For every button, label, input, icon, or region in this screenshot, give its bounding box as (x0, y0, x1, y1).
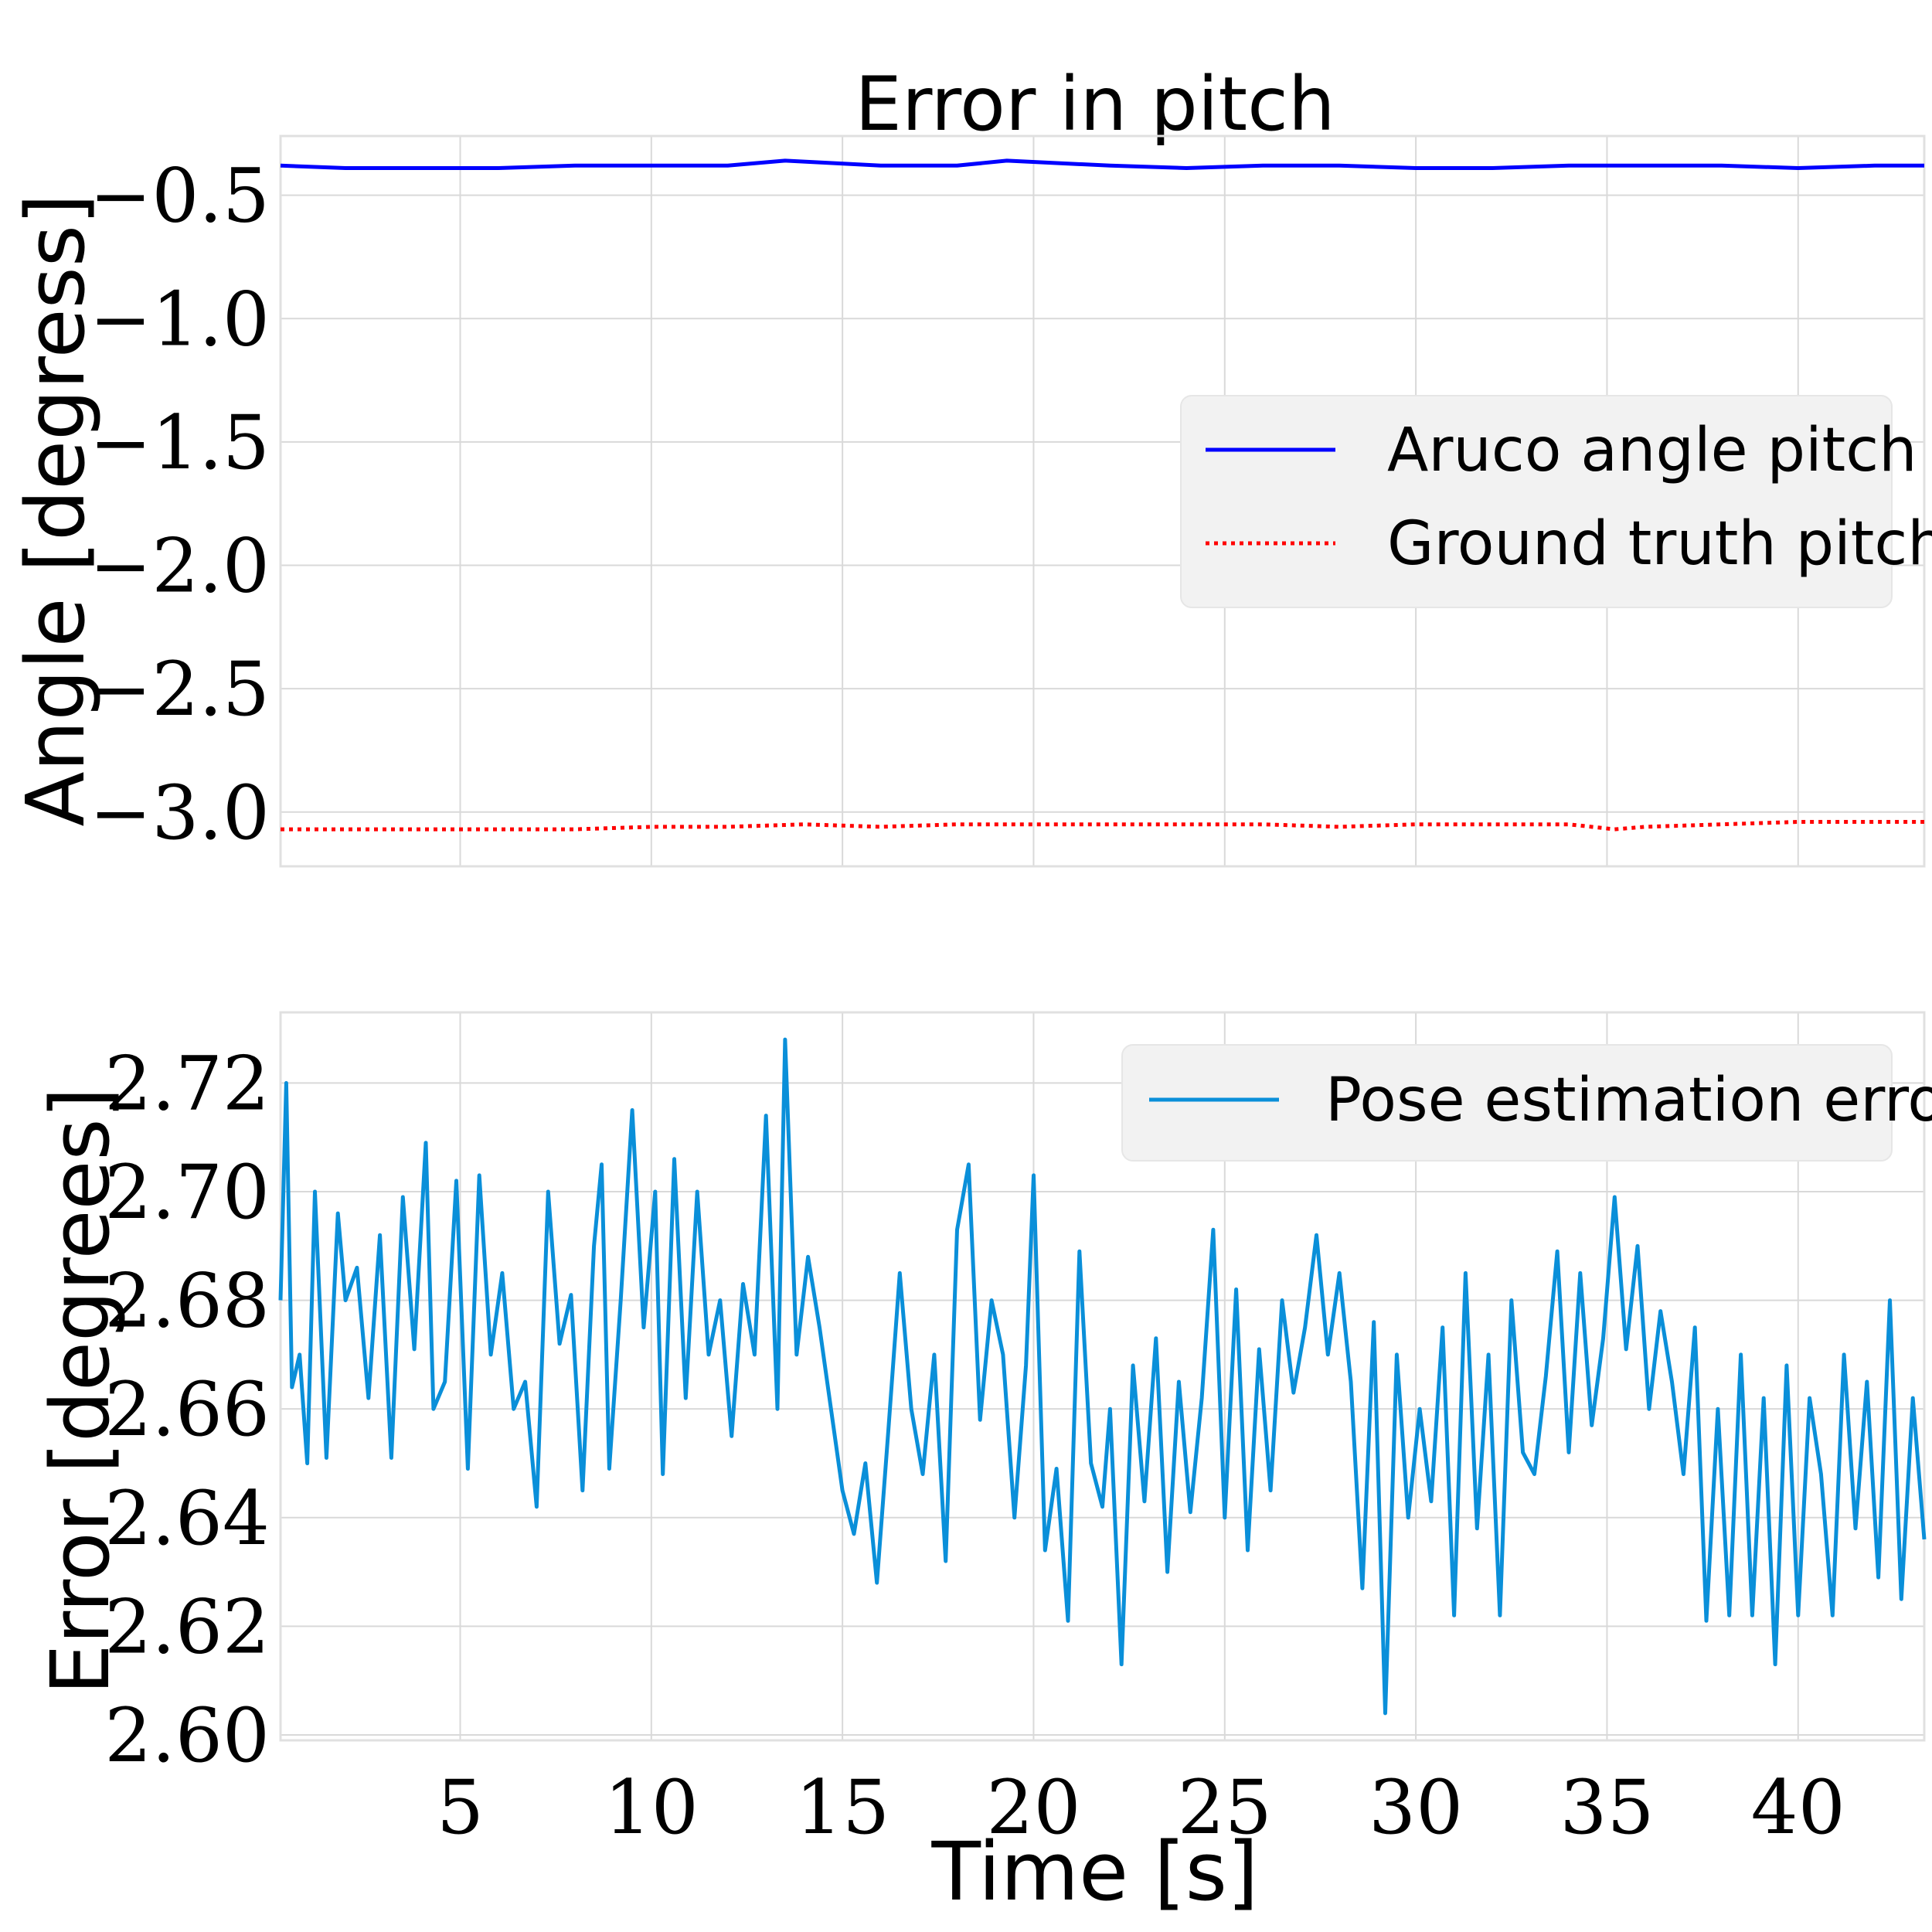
y-tick-label: −3.0 (90, 770, 270, 856)
y-tick-label: −2.0 (90, 523, 270, 610)
x-tick-label: 20 (986, 1764, 1080, 1851)
x-tick-labels: 5 10 15 20 25 30 35 40 (437, 1764, 1845, 1851)
series-line-pose-estimation-error (278, 1037, 1927, 1716)
x-tick-label: 40 (1751, 1764, 1845, 1851)
pose-error-plot: Error [degrees] Time [s] 2.602.622.642.6… (33, 1011, 1932, 1919)
y-tick-labels: −0.5 −1.0 −1.5 −2.0 −2.5 −3.0 (90, 153, 270, 856)
y-tick-label: 2.64 (104, 1475, 270, 1562)
series-line-ground-truth-pitch (281, 820, 1924, 832)
x-tick-label: 35 (1560, 1764, 1654, 1851)
legend: Pose estimation error (1121, 1044, 1932, 1162)
legend-box (1180, 395, 1893, 608)
y-tick-label: 2.66 (104, 1366, 270, 1453)
y-tick-label: 2.68 (104, 1258, 270, 1345)
x-tick-label: 25 (1178, 1764, 1272, 1851)
x-tick-label: 15 (795, 1764, 889, 1851)
chart-title: Error in pitch (855, 61, 1335, 148)
y-axis-label: Error [degrees] (33, 1087, 128, 1695)
pitch-plot: Error in pitch Angle [degress] −0.5−1.0−… (9, 61, 1932, 868)
plot-frame (279, 1011, 1926, 1742)
x-tick-label: 30 (1369, 1764, 1463, 1851)
series-line-aruco-angle-pitch (280, 158, 1924, 170)
series-lines (280, 158, 1924, 832)
y-tick-label: 2.62 (104, 1583, 270, 1670)
legend: Aruco angle pitch Ground truth pitch (1180, 395, 1932, 608)
legend-label-pose-error: Pose estimation error (1325, 1066, 1932, 1135)
y-tick-label: 2.60 (104, 1692, 270, 1779)
x-axis-label: Time [s] (931, 1825, 1259, 1919)
series-lines (278, 1037, 1927, 1716)
x-tick-label: 10 (604, 1764, 699, 1851)
y-tick-label: 2.70 (104, 1149, 270, 1236)
y-tick-label: 2.72 (104, 1040, 270, 1127)
legend-label-ground-truth: Ground truth pitch (1387, 509, 1932, 579)
y-tick-label: −1.5 (90, 400, 270, 486)
y-tick-labels: 2.60 2.62 2.64 2.66 2.68 2.70 2.72 (104, 1040, 270, 1779)
y-tick-label: −0.5 (90, 153, 270, 240)
y-tick-label: −2.5 (90, 646, 270, 733)
legend-box (1121, 1044, 1893, 1162)
plot-frame (279, 134, 1926, 868)
x-tick-label: 5 (437, 1764, 484, 1851)
y-axis-label: Angle [degress] (9, 194, 103, 827)
y-tick-label: −1.0 (90, 276, 270, 362)
legend-label-aruco: Aruco angle pitch (1387, 416, 1917, 485)
